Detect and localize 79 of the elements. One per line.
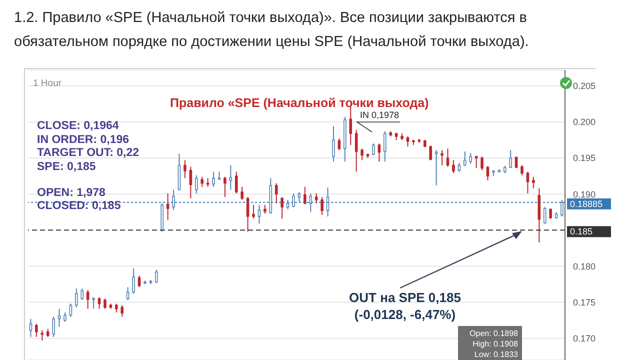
candlestick: [486, 165, 490, 181]
candlestick: [280, 196, 284, 220]
ref-line-label: 0.185: [570, 226, 593, 237]
candlestick: [406, 136, 410, 147]
candlestick: [360, 148, 364, 161]
annotation: TARGET OUT: 0,22: [37, 147, 140, 159]
ref-line-label: 0.18885: [570, 198, 603, 209]
candlestick: [200, 176, 204, 188]
candlestick: [286, 199, 290, 210]
candlestick: [314, 192, 318, 204]
annotation: IN 0,1978: [360, 110, 400, 120]
candlestick: [29, 318, 32, 338]
candlestick: [252, 204, 255, 220]
annotation: 1 Hour: [33, 78, 62, 89]
candlestick: [474, 155, 478, 169]
candlestick: [240, 186, 244, 200]
candlestick: [166, 192, 170, 221]
candlestick: [509, 150, 512, 169]
y-tick-label: 0.190: [573, 189, 596, 200]
candlestick: [40, 330, 44, 342]
candlestick: [92, 296, 95, 310]
candlestick: [224, 176, 226, 198]
y-tick-label: 0.205: [573, 81, 596, 92]
annotation: (-0,0128, -6,47%): [354, 307, 456, 322]
y-tick-label: 0.180: [573, 261, 596, 272]
candlestick: [446, 148, 450, 168]
candlestick: [292, 192, 295, 208]
candlestick: [332, 126, 335, 162]
candlestick: [560, 199, 564, 217]
annotation: OUT на SPE 0,185: [349, 290, 461, 305]
candlestick: [480, 156, 484, 171]
candlestick: [320, 196, 324, 216]
y-tick-label: 0.200: [573, 117, 596, 128]
annotation: OPEN: 1,978: [37, 187, 106, 199]
candlestick: [309, 192, 312, 213]
candlestick: [35, 323, 38, 338]
y-tick-label: 0.175: [573, 297, 596, 308]
candlestick: [354, 129, 358, 172]
annotation: Open: 0.1898: [470, 329, 519, 338]
annotation: Low: 0.1833: [474, 350, 519, 359]
candlestick: [52, 316, 55, 338]
candlestick: [378, 143, 381, 162]
text: Правило «SPE (Начальной точки выхода): [170, 96, 429, 110]
candlestick: [64, 312, 66, 322]
y-tick-label: 0.195: [573, 153, 596, 164]
candlestick: [132, 268, 135, 294]
annotation: IN ORDER: 0,196: [37, 134, 130, 146]
candlestick: [298, 191, 301, 203]
candlestick: [452, 160, 455, 174]
annotation: High: 0.1908: [472, 340, 519, 348]
candlestick: [229, 164, 232, 190]
candlestick: [258, 204, 261, 224]
y-tick-label: 0.170: [573, 334, 596, 344]
annotation: CLOSE: 0,1964: [37, 120, 120, 132]
candlestick: [120, 304, 124, 318]
candlestick: [543, 206, 546, 224]
candlestick: [86, 290, 90, 310]
candlestick: [194, 174, 198, 194]
candlestick: [469, 152, 472, 164]
chart-title: 1.2. Правило «SPE (Начальной точки выхода)». Все позиции закрываются в обязательном порядке по достижении цены SPE (Начальной точки выхода).: [14, 9, 530, 52]
candlestick: [172, 189, 175, 210]
candlestick: [520, 164, 524, 176]
candlestick: [184, 160, 186, 179]
candlestick: [212, 171, 215, 188]
candlestick: [274, 182, 278, 204]
candlestick: [234, 171, 238, 194]
candlestick: [384, 130, 386, 162]
annotation: SPE: 0,185: [37, 161, 96, 173]
candlestick: [440, 150, 444, 166]
candlestick: [429, 145, 432, 161]
candlestick: [349, 106, 352, 146]
annotation: CLOSED: 0,185: [37, 200, 122, 212]
candlestick: [80, 288, 84, 301]
candlestick: [58, 308, 61, 328]
candlestick: [532, 176, 535, 189]
candlestick: [154, 269, 158, 284]
candlestick: [104, 298, 106, 310]
candlestick: [463, 151, 466, 166]
candlestick: [75, 288, 78, 308]
